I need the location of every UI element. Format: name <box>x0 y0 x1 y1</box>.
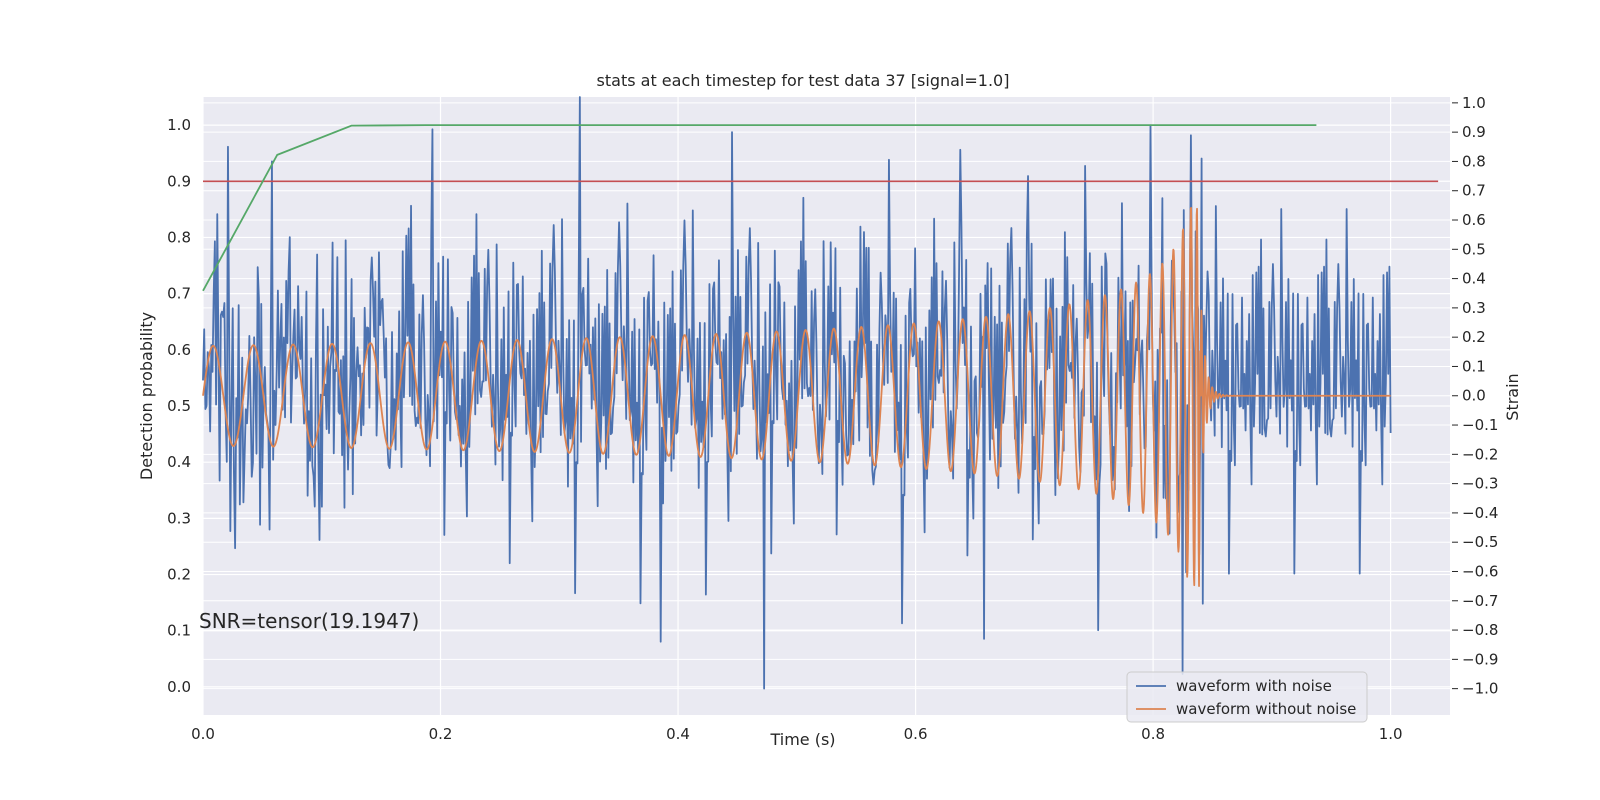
y2-tick-label: 0.5 <box>1462 240 1486 258</box>
y-axis-label: Detection probability <box>137 312 156 480</box>
legend-label-waveform-without-noise: waveform without noise <box>1176 700 1356 718</box>
y2-tick-label: −0.6 <box>1462 562 1498 580</box>
legend-label-waveform-with-noise: waveform with noise <box>1176 677 1332 695</box>
legend: waveform with noise waveform without noi… <box>1126 671 1368 723</box>
legend-box <box>1126 671 1368 723</box>
snr-annotation: SNR=tensor(19.1947) <box>199 609 419 633</box>
y2-tick-label: 0.4 <box>1462 270 1486 288</box>
series-line-waveform-without-noise <box>202 206 1392 587</box>
y2-tick-label: −0.2 <box>1462 445 1498 463</box>
y2-tick-label: 0.9 <box>1462 123 1486 141</box>
series-layer <box>202 96 1439 690</box>
y2-tick-label: 0.1 <box>1462 357 1486 375</box>
y-tick-label: 0.4 <box>167 453 191 471</box>
ticks: 0.0 0.2 0.4 0.6 0.8 1.0 0.0 0.1 0.2 0.3 0.4 0.5 0.6 0… <box>167 94 1498 743</box>
y2-tick-label: −0.5 <box>1462 533 1498 551</box>
x-tick-label: 0.8 <box>1141 725 1165 743</box>
y-tick-label: 0.9 <box>167 172 191 190</box>
y-tick-label: 0.1 <box>167 622 191 640</box>
y2-tick-label: −0.9 <box>1462 650 1498 668</box>
x-tick-label: 0.4 <box>666 725 690 743</box>
y2-tick-label: 1.0 <box>1462 94 1486 112</box>
x-tick-label: 0.0 <box>191 725 215 743</box>
x-tick-label: 0.2 <box>429 725 453 743</box>
y-tick-label: 0.6 <box>167 341 191 359</box>
y2-tick-label: −0.7 <box>1462 592 1498 610</box>
y-tick-label: 0.8 <box>167 228 191 246</box>
y2-tick-label: 0.3 <box>1462 299 1486 317</box>
chart-title: stats at each timestep for test data 37 … <box>597 71 1010 90</box>
y2-tick-label: 0.0 <box>1462 387 1486 405</box>
y-tick-label: 1.0 <box>167 116 191 134</box>
y-tick-label: 0.2 <box>167 566 191 584</box>
y2-tick-label: −0.1 <box>1462 416 1498 434</box>
y-tick-label: 0.3 <box>167 509 191 527</box>
y2-tick-label: −1.0 <box>1462 680 1498 698</box>
y2-tick-label: −0.3 <box>1462 475 1498 493</box>
x-tick-label: 1.0 <box>1379 725 1403 743</box>
detection-probability-line <box>202 124 1317 292</box>
y2-tick-label: 0.7 <box>1462 182 1486 200</box>
y2-tick-label: −0.4 <box>1462 504 1498 522</box>
y-tick-label: 0.0 <box>167 678 191 696</box>
y2-tick-label: 0.8 <box>1462 152 1486 170</box>
y2-tick-label: −0.8 <box>1462 621 1498 639</box>
y2-axis-label: Strain <box>1503 373 1522 420</box>
y2-tick-label: 0.2 <box>1462 328 1486 346</box>
y2-tick-label: 0.6 <box>1462 211 1486 229</box>
y-tick-label: 0.5 <box>167 397 191 415</box>
x-axis-label: Time (s) <box>769 730 835 749</box>
y-tick-label: 0.7 <box>167 285 191 303</box>
x-tick-label: 0.6 <box>904 725 928 743</box>
